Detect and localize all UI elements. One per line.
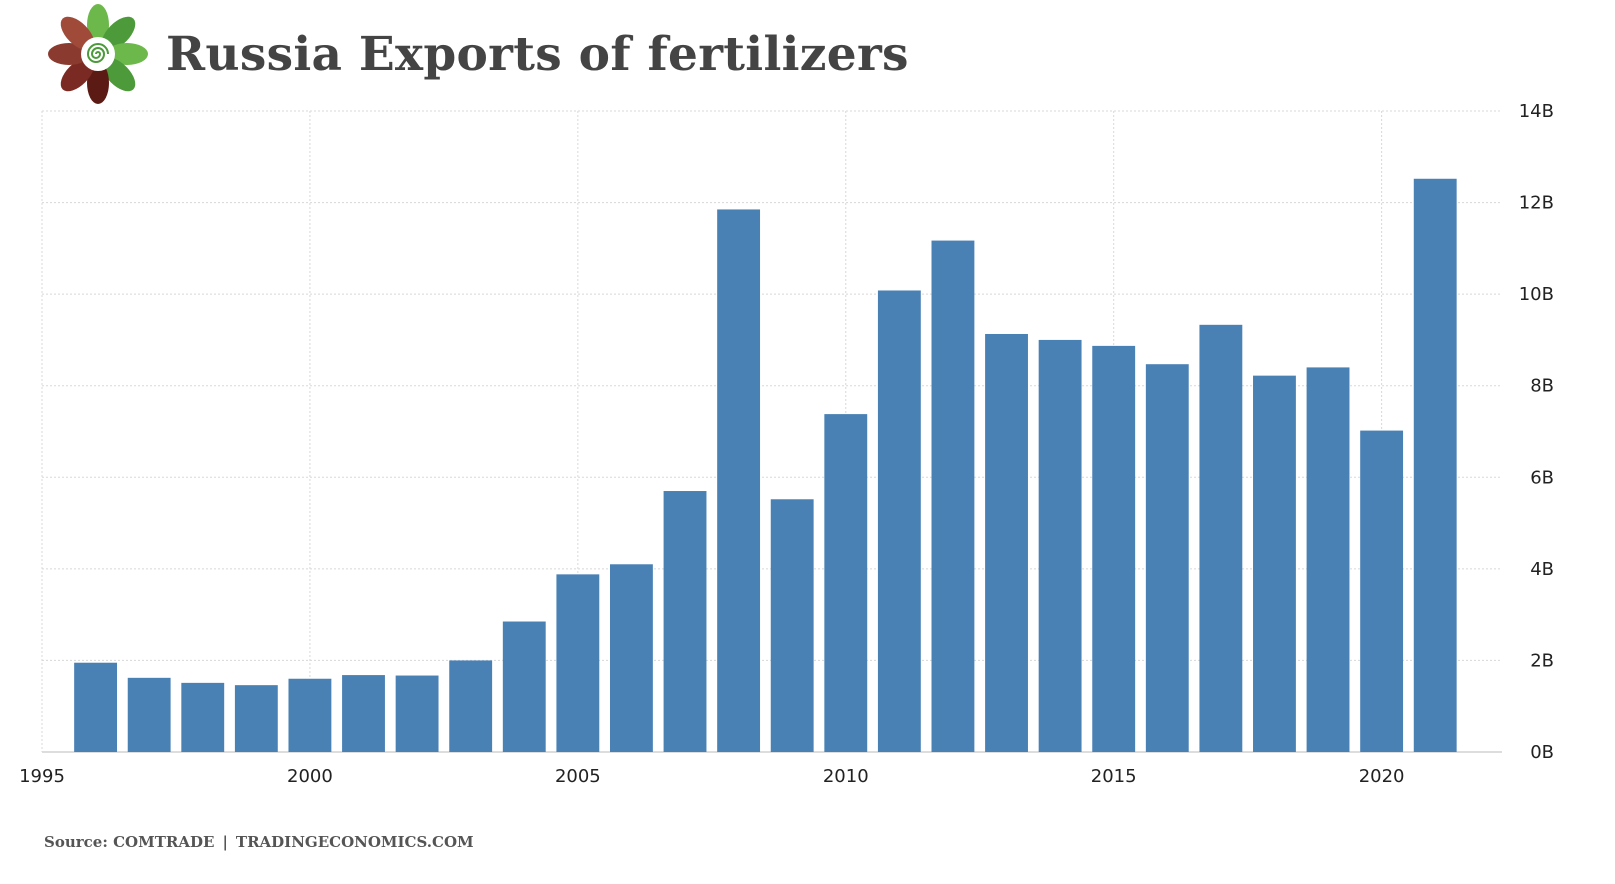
logo-petal xyxy=(101,16,136,51)
bar-2009 xyxy=(770,499,814,752)
x-tick-label: 2015 xyxy=(1091,766,1137,787)
y-tick-label: 4B xyxy=(1530,559,1554,580)
bar-1996 xyxy=(74,662,118,752)
source-provider: COMTRADE xyxy=(113,833,215,851)
y-tick-label: 10B xyxy=(1519,284,1554,305)
bar-2008 xyxy=(717,209,761,753)
bar-1999 xyxy=(234,685,278,752)
bar-2000 xyxy=(288,678,332,752)
bar-2003 xyxy=(449,660,493,752)
x-tick-label: 2000 xyxy=(287,766,333,787)
bar-2019 xyxy=(1306,367,1350,752)
logo-petal xyxy=(48,43,90,65)
logo-petal xyxy=(101,57,136,92)
bar-2013 xyxy=(985,333,1028,752)
y-axis-labels: 0B 2B 4B 6B 8B 10B 12B 14B xyxy=(1519,101,1554,763)
bar-2001 xyxy=(342,675,385,752)
bar-2014 xyxy=(1038,339,1082,752)
logo-petal xyxy=(87,4,109,46)
flower-logo-icon xyxy=(48,4,148,104)
y-tick-label: 14B xyxy=(1519,101,1554,122)
bar-chart: 1995 2000 2005 2010 2015 2020 0B 2B 4B 6B 8B 10B 12… xyxy=(19,101,1554,787)
x-axis-labels: 1995 2000 2005 2010 2015 2020 xyxy=(19,766,1404,787)
y-tick-label: 12B xyxy=(1519,193,1554,214)
bar-2002 xyxy=(395,675,439,752)
bar-2012 xyxy=(931,240,975,752)
logo-petal xyxy=(106,43,148,65)
bar-2017 xyxy=(1199,324,1243,752)
source-site: TRADINGECONOMICS.COM xyxy=(235,833,474,851)
x-tick-label: 1995 xyxy=(19,766,65,787)
y-tick-label: 0B xyxy=(1530,742,1554,763)
bar-2018 xyxy=(1253,375,1296,752)
logo-petal xyxy=(87,62,109,104)
source-label: Source: xyxy=(44,833,108,851)
bar-1998 xyxy=(181,682,225,752)
bar-2006 xyxy=(610,564,653,752)
bar-2004 xyxy=(502,621,546,752)
bar-2005 xyxy=(556,574,600,752)
logo-petal xyxy=(60,16,95,51)
x-tick-label: 2005 xyxy=(555,766,601,787)
bar-2011 xyxy=(877,290,921,752)
bar-2020 xyxy=(1360,430,1404,752)
bar-1997 xyxy=(127,677,171,752)
chart-bars xyxy=(74,178,1457,753)
y-tick-label: 8B xyxy=(1530,376,1554,397)
x-tick-label: 2010 xyxy=(823,766,869,787)
chart-title: Russia Exports of fertilizers xyxy=(166,26,909,82)
source-separator: | xyxy=(222,833,228,851)
chart-header: Russia Exports of fertilizers xyxy=(48,4,909,104)
bar-2010 xyxy=(824,414,868,752)
y-tick-label: 2B xyxy=(1530,650,1554,671)
logo-petal xyxy=(60,57,95,92)
y-tick-label: 6B xyxy=(1530,467,1554,488)
bar-2016 xyxy=(1145,364,1189,752)
source-credit: Source: COMTRADE | TRADINGECONOMICS.COM xyxy=(44,833,474,851)
x-tick-label: 2020 xyxy=(1359,766,1405,787)
bar-2021 xyxy=(1413,178,1457,752)
bar-2007 xyxy=(663,491,707,752)
bar-2015 xyxy=(1092,345,1136,752)
